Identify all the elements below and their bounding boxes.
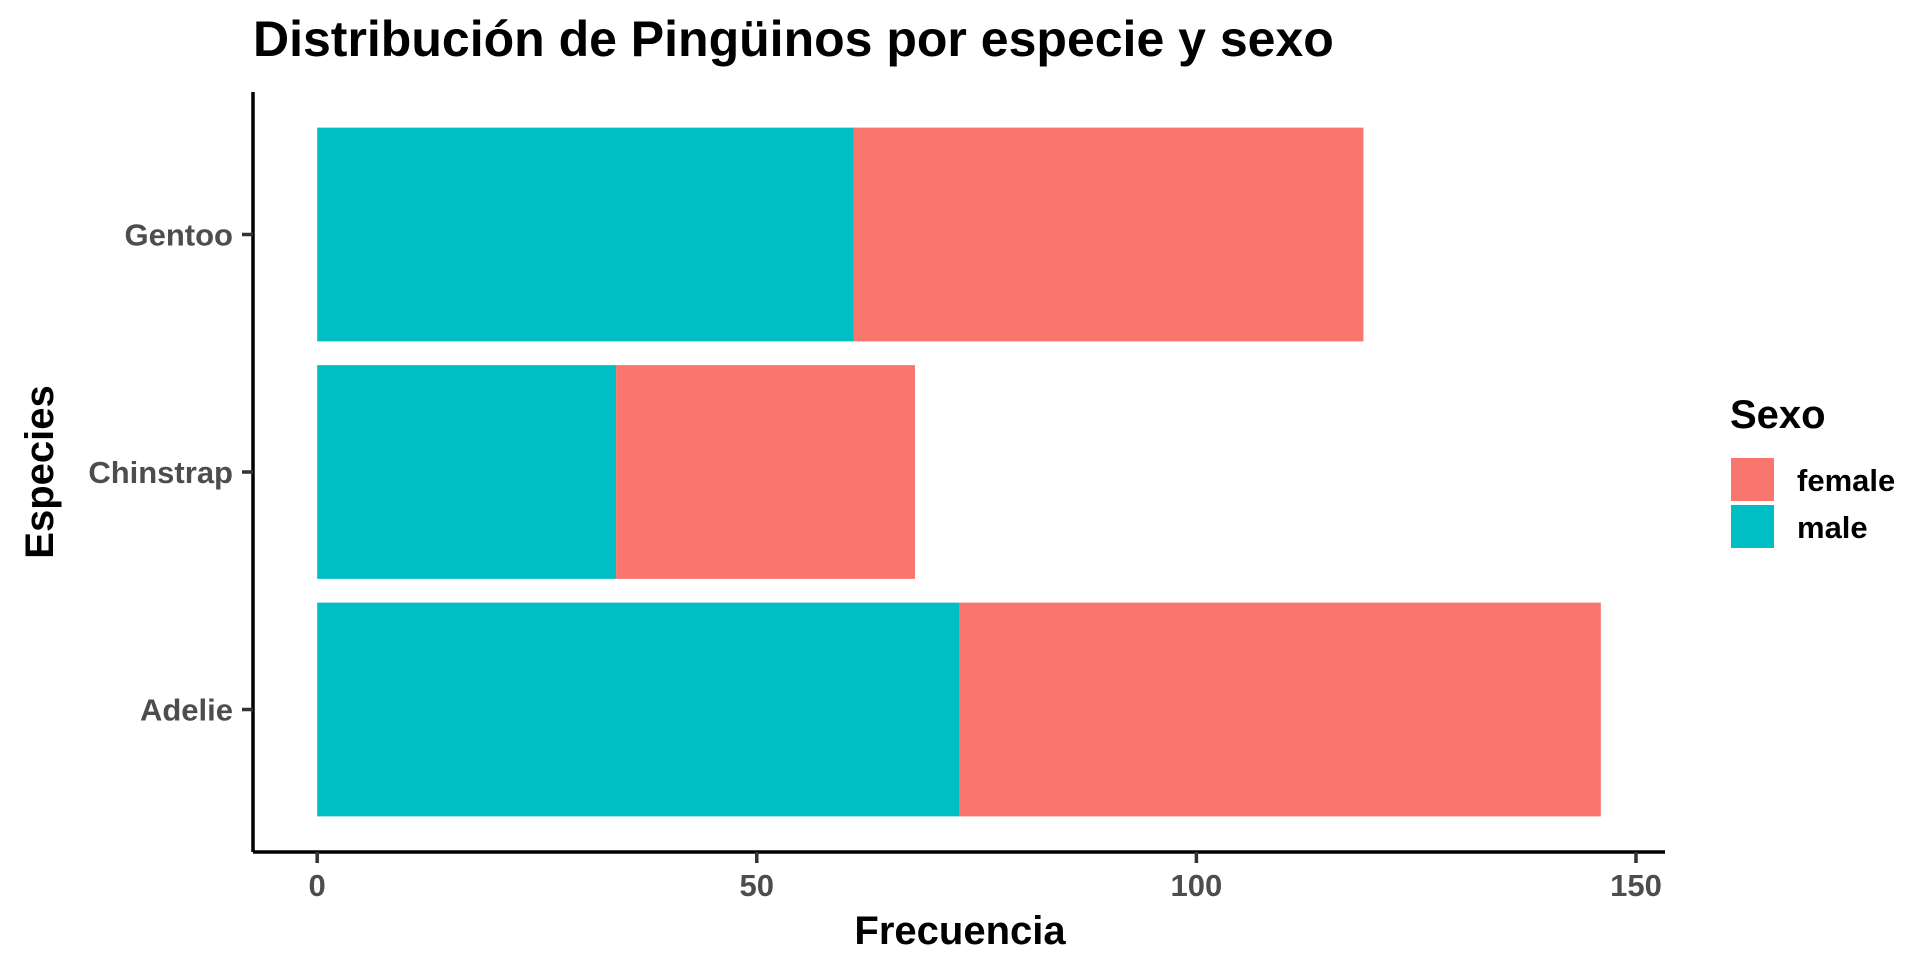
x-axis-title: Frecuencia	[854, 909, 1066, 953]
bar-adelie-female	[959, 602, 1601, 817]
bar-chinstrap-female	[616, 365, 916, 579]
x-axis-ticks: 0 50 100 150	[309, 852, 1662, 903]
legend-title: Sexo	[1730, 393, 1826, 437]
chart-title: Distribución de Pingüinos por especie y …	[253, 11, 1334, 67]
bars-layer	[317, 127, 1601, 817]
x-tick-label: 50	[740, 868, 774, 903]
x-tick-label: 150	[1610, 868, 1662, 903]
y-tick-label: Gentoo	[125, 218, 234, 253]
y-axis-title: Especies	[18, 385, 62, 558]
legend-key-male	[1731, 505, 1774, 548]
bar-gentoo-male	[317, 127, 854, 342]
legend-label-female: female	[1797, 463, 1895, 498]
y-tick-label: Adelie	[140, 693, 233, 728]
y-tick-label: Chinstrap	[88, 455, 233, 490]
y-axis-ticks: Adelie Chinstrap Gentoo	[88, 218, 253, 728]
legend-key-female	[1731, 458, 1774, 501]
bar-chinstrap-male	[317, 365, 617, 579]
x-tick-label: 0	[309, 868, 326, 903]
x-tick-label: 100	[1171, 868, 1223, 903]
bar-gentoo-female	[853, 127, 1364, 342]
bar-adelie-male	[317, 602, 959, 817]
legend-items: female male	[1731, 458, 1895, 548]
legend: Sexo female male	[1730, 393, 1895, 548]
legend-label-male: male	[1797, 510, 1868, 545]
